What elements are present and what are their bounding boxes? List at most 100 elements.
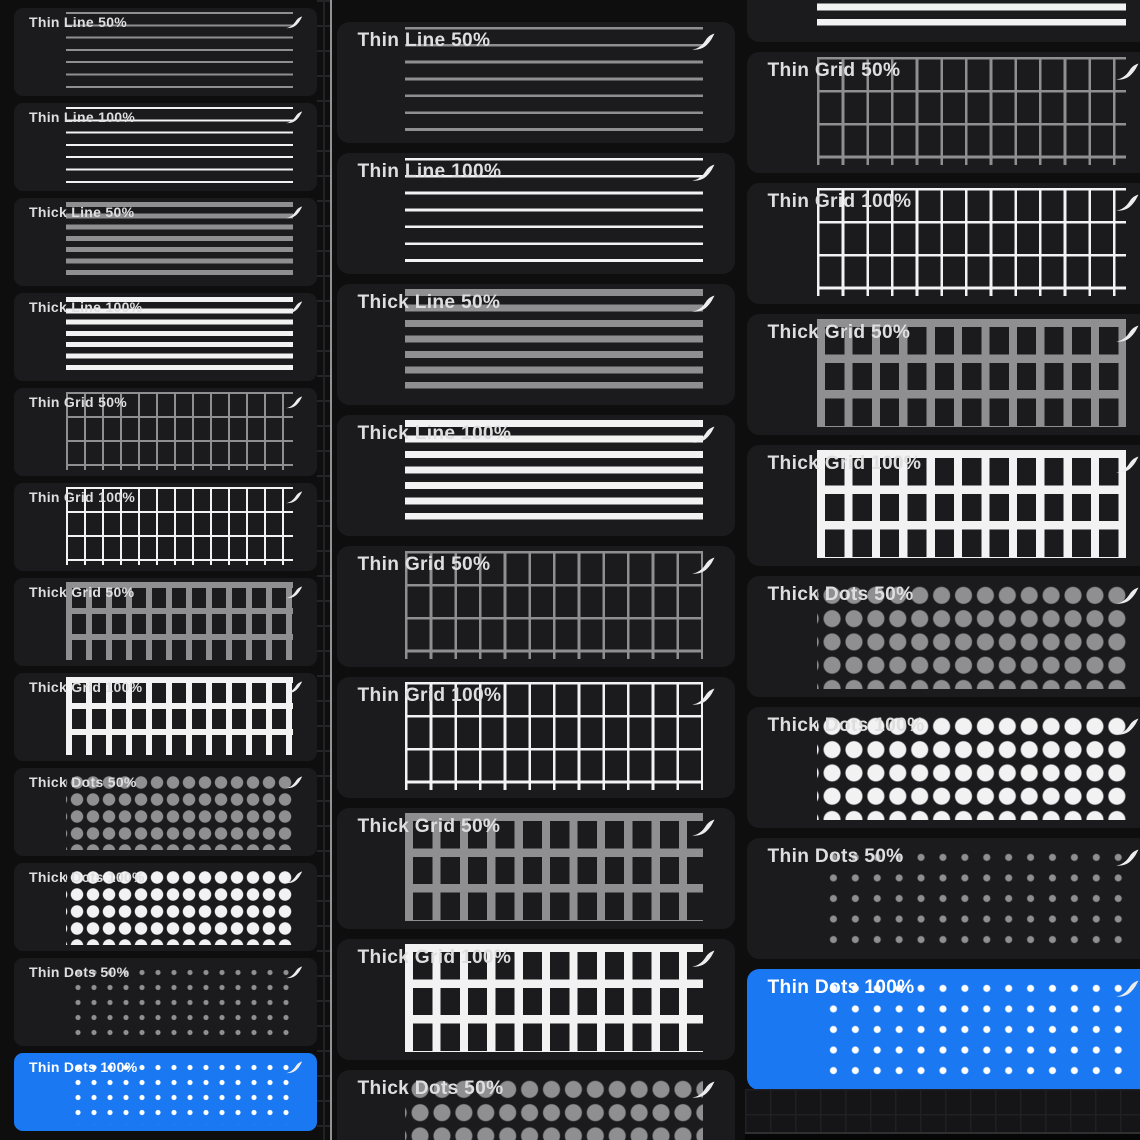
- brush-name: Thick Line 50%: [29, 204, 135, 220]
- brush-item[interactable]: Thin Grid 50%: [14, 388, 317, 476]
- brush-preview: [817, 843, 1127, 951]
- brush-stroke-icon: [285, 776, 303, 789]
- brush-stroke-icon: [1116, 718, 1139, 735]
- brush-stroke-icon: [692, 557, 715, 574]
- brush-item[interactable]: Thin Line 100%: [14, 103, 317, 191]
- brush-preview: [65, 582, 293, 660]
- brush-item[interactable]: Thin Grid 50%: [337, 546, 735, 667]
- brush-name: Thin Dots 50%: [767, 846, 904, 868]
- brush-stroke-icon: [285, 681, 303, 694]
- brush-name: Thin Grid 100%: [29, 489, 136, 505]
- brush-preview: [404, 944, 704, 1052]
- brush-item[interactable]: Thin Line 50%: [14, 8, 317, 96]
- brush-name: Thin Dots 50%: [29, 964, 130, 980]
- brush-name: Thick Grid 100%: [767, 453, 922, 475]
- brush-stroke-icon: [1116, 194, 1139, 211]
- brush-preview: [817, 581, 1127, 689]
- brush-item[interactable]: Thick Grid 50%: [14, 578, 317, 666]
- brush-preview: [65, 202, 293, 280]
- brush-item[interactable]: Thick Grid 100%: [14, 673, 317, 761]
- brush-name: Thin Grid 50%: [767, 60, 901, 82]
- panel-divider: [330, 0, 332, 1140]
- bottom-bar: [745, 1132, 1140, 1140]
- brush-name: Thin Line 50%: [29, 14, 128, 30]
- brush-name: Thick Line 100%: [29, 299, 143, 315]
- brush-stroke-icon: [285, 586, 303, 599]
- brush-preview: [404, 289, 704, 397]
- brush-stroke-icon: [285, 871, 303, 884]
- brush-item[interactable]: Thin Dots 50%: [14, 958, 317, 1046]
- brush-item[interactable]: Thin Dots 100%: [14, 1053, 317, 1131]
- brush-preview: [65, 962, 293, 1040]
- brush-name: Thick Dots 50%: [29, 774, 137, 790]
- brush-name: Thin Line 50%: [357, 30, 491, 52]
- brush-item[interactable]: Thick Line 100%: [337, 415, 735, 536]
- brush-item[interactable]: [747, 0, 1140, 42]
- brush-stroke-icon: [285, 491, 303, 504]
- brush-preview: [404, 813, 704, 921]
- brush-stroke-icon: [692, 1081, 715, 1098]
- brush-item[interactable]: Thin Grid 100%: [14, 483, 317, 571]
- brush-name: Thick Dots 100%: [29, 869, 145, 885]
- brush-name: Thin Grid 100%: [357, 685, 502, 707]
- brush-item[interactable]: Thick Grid 50%: [747, 314, 1140, 435]
- brush-list: Thin Line 50% Thin Line 100% Thick Line …: [337, 22, 735, 1140]
- brush-list: Thin Grid 50% Thin Grid 100% Thick Grid …: [747, 0, 1140, 1100]
- brush-preview: [65, 867, 293, 945]
- brush-item[interactable]: Thick Grid 50%: [337, 808, 735, 929]
- brush-item[interactable]: Thick Line 50%: [337, 284, 735, 405]
- brush-stroke-icon: [1116, 63, 1139, 80]
- brush-preview: [404, 158, 704, 266]
- brush-stroke-icon: [692, 164, 715, 181]
- brush-preview: [404, 551, 704, 659]
- panel-right: Thin Grid 50% Thin Grid 100% Thick Grid …: [745, 0, 1140, 1140]
- brush-name: Thin Grid 50%: [357, 554, 491, 576]
- brush-item[interactable]: Thick Line 100%: [14, 293, 317, 381]
- brush-stroke-icon: [692, 819, 715, 836]
- brush-preview: [404, 420, 704, 528]
- brush-stroke-icon: [1116, 456, 1139, 473]
- brush-item[interactable]: Thin Grid 50%: [747, 52, 1140, 173]
- brush-stroke-icon: [692, 33, 715, 50]
- brush-item[interactable]: Thick Grid 100%: [747, 445, 1140, 566]
- panel-left: Thin Line 50% Thin Line 100% Thick Line …: [0, 0, 331, 1140]
- brush-item[interactable]: Thick Dots 50%: [14, 768, 317, 856]
- brush-stroke-icon: [692, 295, 715, 312]
- brush-stroke-icon: [1116, 849, 1139, 866]
- brush-stroke-icon: [692, 426, 715, 443]
- brush-stroke-icon: [285, 1061, 303, 1074]
- brush-list: Thin Line 50% Thin Line 100% Thick Line …: [14, 8, 317, 1138]
- brush-item[interactable]: Thin Line 50%: [337, 22, 735, 143]
- brush-item[interactable]: Thick Dots 100%: [14, 863, 317, 951]
- brush-preview: [817, 0, 1127, 34]
- brush-name: Thin Grid 50%: [29, 394, 128, 410]
- brush-item[interactable]: Thick Dots 50%: [747, 576, 1140, 697]
- brush-preview: [65, 487, 293, 565]
- brush-stroke-icon: [692, 688, 715, 705]
- brush-name: Thick Line 50%: [357, 292, 501, 314]
- brush-item[interactable]: Thin Line 100%: [337, 153, 735, 274]
- brush-item[interactable]: Thick Dots 50%: [337, 1070, 735, 1140]
- brush-stroke-icon: [285, 206, 303, 219]
- brush-item[interactable]: Thin Grid 100%: [747, 183, 1140, 304]
- brush-preview: [65, 107, 293, 185]
- brush-item[interactable]: Thin Dots 100%: [747, 969, 1140, 1090]
- brush-item[interactable]: Thin Grid 100%: [337, 677, 735, 798]
- brush-name: Thin Line 100%: [357, 161, 502, 183]
- brush-item[interactable]: Thin Dots 50%: [747, 838, 1140, 959]
- brush-item[interactable]: Thick Dots 100%: [747, 707, 1140, 828]
- brush-stroke-icon: [285, 16, 303, 29]
- brush-name: Thick Dots 100%: [767, 715, 925, 737]
- brush-stroke-icon: [285, 966, 303, 979]
- brush-name: Thick Grid 100%: [357, 947, 512, 969]
- brush-stroke-icon: [285, 396, 303, 409]
- brush-preview: [817, 57, 1127, 165]
- brush-preview: [65, 392, 293, 470]
- brush-preview: [65, 1057, 293, 1125]
- brush-name: Thick Dots 50%: [357, 1078, 504, 1100]
- brush-item[interactable]: Thick Grid 100%: [337, 939, 735, 1060]
- brush-preview: [817, 188, 1127, 296]
- brush-preview: [65, 677, 293, 755]
- brush-name: Thin Dots 100%: [767, 977, 915, 999]
- brush-item[interactable]: Thick Line 50%: [14, 198, 317, 286]
